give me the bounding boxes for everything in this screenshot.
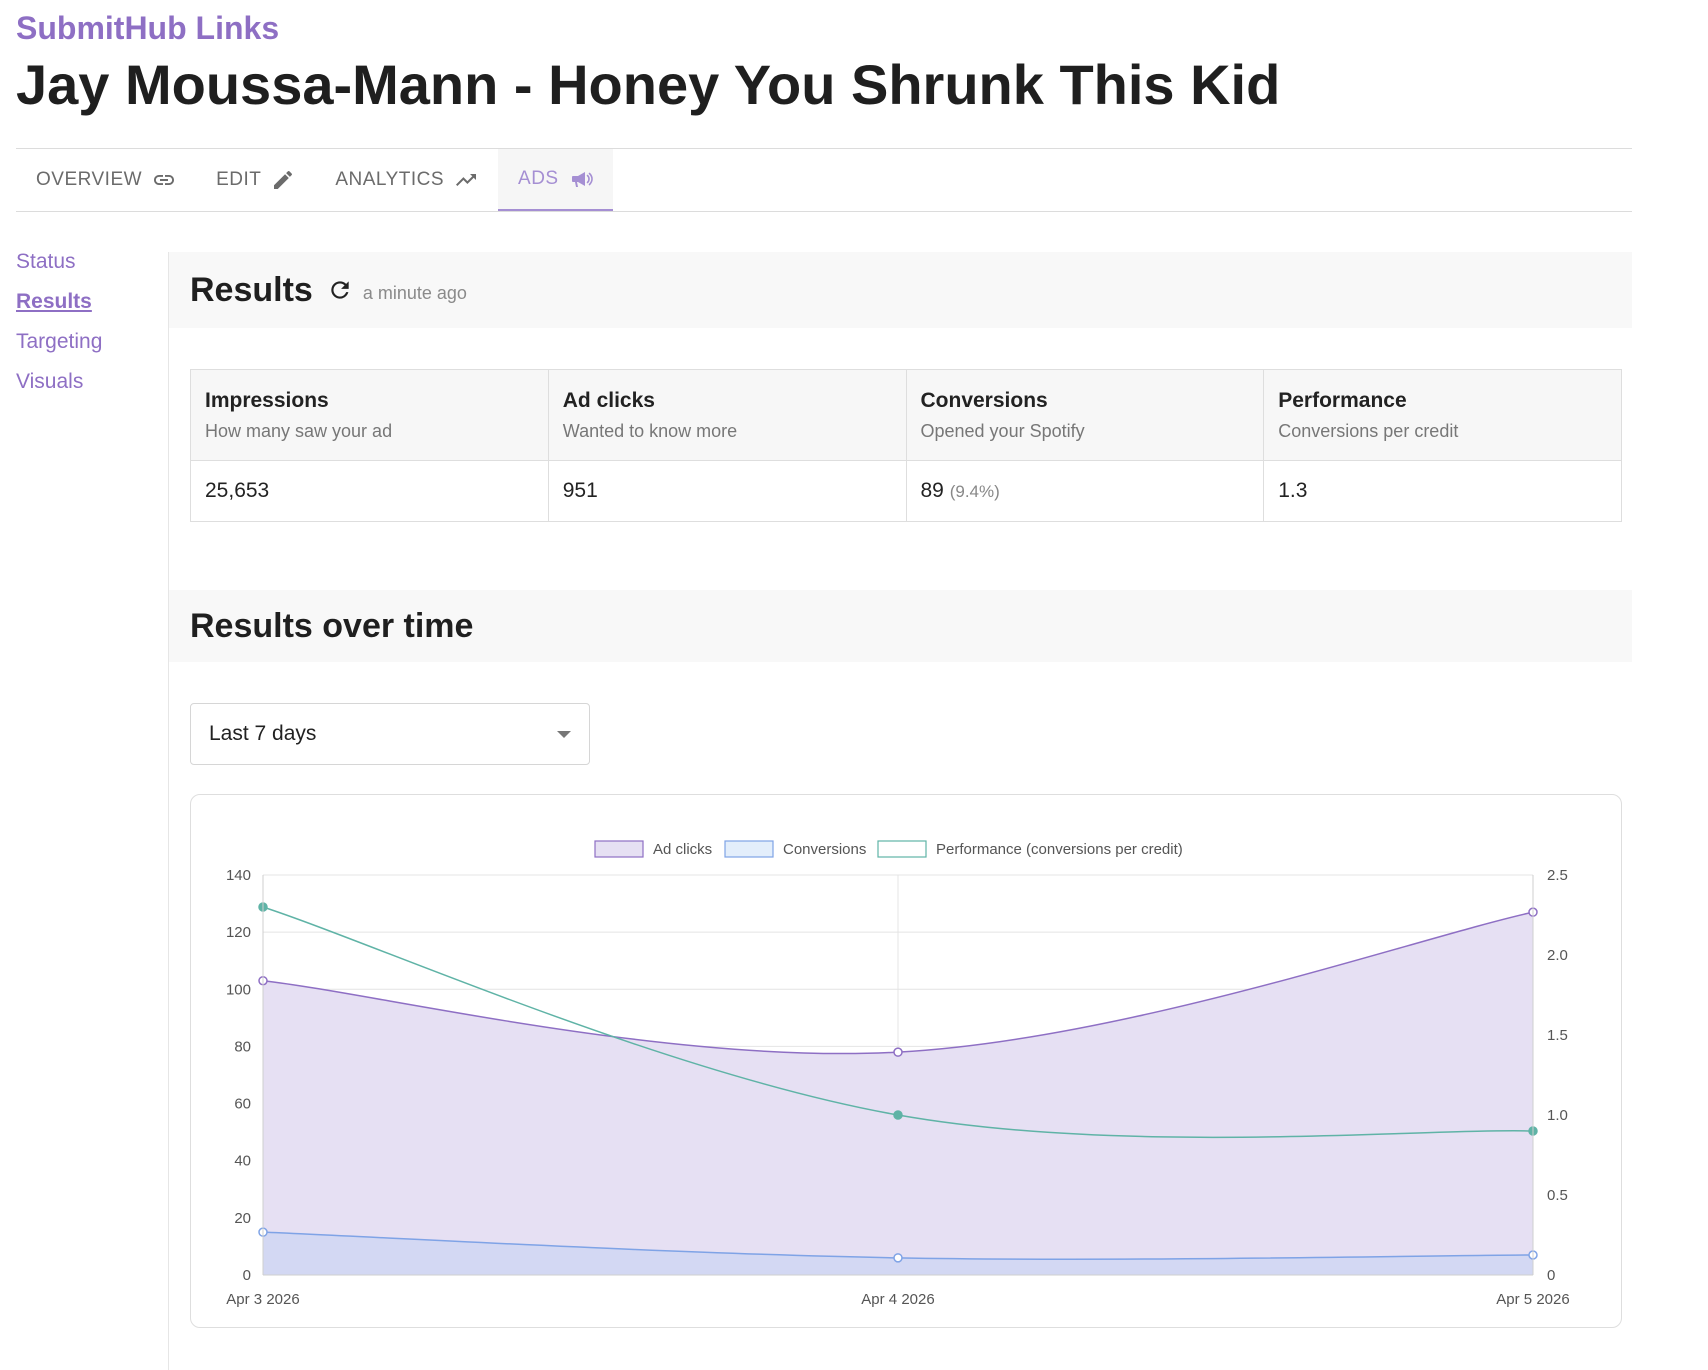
conversion-rate: (9.4%) [949, 482, 1000, 501]
x-tick-label: Apr 3 2026 [226, 1291, 299, 1308]
stat-ad-clicks-value: 951 [547, 460, 907, 522]
stat-subtitle: Opened your Spotify [920, 420, 1085, 441]
results-chart: 0 20 40 60 80 100 120 140 0 0.5 1.0 1.5 2.0 2.5 Apr 3 … [226, 840, 1570, 1308]
refresh-icon[interactable] [327, 277, 353, 303]
tab-analytics[interactable]: ANALYTICS [315, 149, 498, 211]
tab-edit[interactable]: EDIT [196, 149, 315, 211]
stat-impressions-header: Impressions How many saw your ad [190, 369, 549, 461]
chevron-down-icon [557, 730, 571, 738]
results-header: Results a minute ago [169, 252, 1632, 328]
stat-conversions-header: Conversions Opened your Spotify [905, 369, 1265, 461]
conversions-point [893, 1253, 903, 1263]
legend-swatch [594, 840, 644, 858]
y-right-tick-label: 1.5 [1547, 1027, 1568, 1044]
tab-overview[interactable]: OVERVIEW [16, 149, 196, 211]
stats-header-row: Impressions How many saw your ad Ad clic… [190, 369, 1622, 461]
page-title: Jay Moussa-Mann - Honey You Shrunk This … [16, 53, 1281, 116]
link-icon [154, 175, 175, 185]
legend-swatch [877, 840, 927, 858]
stat-ad-clicks-header: Ad clicks Wanted to know more [547, 369, 907, 461]
y-left-tick-label: 20 [234, 1210, 251, 1227]
stat-value: 89 [920, 479, 944, 502]
sidebar-item-visuals[interactable]: Visuals [16, 370, 84, 393]
y-right-tick-label: 0 [1547, 1267, 1555, 1284]
y-left-tick-label: 140 [226, 867, 251, 884]
ad-clicks-point [893, 1047, 903, 1057]
pencil-icon [274, 170, 293, 189]
stat-title: Performance [1278, 388, 1407, 412]
stat-impressions-value: 25,653 [190, 460, 549, 522]
x-tick-label: Apr 5 2026 [1496, 1291, 1569, 1308]
brand-title[interactable]: SubmitHub Links [16, 10, 280, 46]
legend-label: Performance (conversions per credit) [936, 841, 1183, 858]
y-left-tick-label: 100 [226, 981, 251, 998]
y-left-tick-label: 120 [226, 924, 251, 941]
y-right-tick-label: 0.5 [1547, 1187, 1568, 1204]
stat-subtitle: Conversions per credit [1278, 420, 1459, 441]
y-left-tick-label: 80 [234, 1038, 251, 1055]
content-divider [168, 252, 169, 1370]
results-heading: Results [190, 270, 313, 309]
main-tabs: OVERVIEW EDIT ANALYTICS ADS [16, 148, 1632, 212]
results-over-time-heading: Results over time [190, 606, 474, 645]
stat-title: Impressions [205, 388, 329, 412]
stat-conversions-value: 89 (9.4%) [905, 460, 1265, 522]
sidebar-item-results[interactable]: Results [16, 290, 92, 313]
stats-value-row: 25,653 951 89 (9.4%) 1.3 [190, 460, 1622, 522]
y-left-tick-label: 40 [234, 1153, 251, 1170]
results-chart-card: 0 20 40 60 80 100 120 140 0 0.5 1.0 1.5 2.0 2.5 Apr 3 … [190, 794, 1622, 1328]
y-right-tick-label: 2.5 [1547, 867, 1568, 884]
trending-up-icon [456, 174, 477, 186]
stat-title: Ad clicks [562, 388, 655, 412]
ad-clicks-area [263, 912, 1533, 1275]
results-stats-table: Impressions How many saw your ad Ad clic… [190, 369, 1622, 522]
tab-ads[interactable]: ADS [498, 149, 613, 211]
y-left-tick-label: 60 [234, 1096, 251, 1113]
stat-value: 951 [562, 479, 598, 502]
legend-swatch [724, 840, 774, 858]
sidebar-item-status[interactable]: Status [16, 250, 76, 273]
last-updated: a minute ago [362, 282, 467, 303]
stat-title: Conversions [920, 388, 1048, 412]
y-right-tick-label: 2.0 [1547, 947, 1568, 964]
y-right-tick-label: 1.0 [1547, 1107, 1568, 1124]
performance-point [893, 1110, 903, 1120]
legend-label: Ad clicks [653, 841, 712, 858]
legend-label: Conversions [783, 841, 866, 858]
sidebar-item-targeting[interactable]: Targeting [16, 330, 103, 353]
stat-value: 1.3 [1278, 479, 1308, 502]
date-range-value: Last 7 days [209, 722, 317, 745]
stat-performance-value: 1.3 [1263, 460, 1622, 522]
results-over-time-header: Results over time [169, 590, 1632, 662]
stat-value: 25,653 [205, 479, 270, 502]
stat-performance-header: Performance Conversions per credit [1263, 369, 1622, 461]
stat-subtitle: How many saw your ad [205, 420, 393, 441]
megaphone-icon [571, 172, 593, 187]
tab-ads-label: ADS [518, 168, 559, 189]
side-navigation: Status Results Targeting Visuals [16, 250, 102, 410]
stat-subtitle: Wanted to know more [562, 420, 738, 441]
x-tick-label: Apr 4 2026 [861, 1291, 934, 1308]
tab-overview-label: OVERVIEW [36, 169, 143, 190]
tab-edit-label: EDIT [216, 169, 262, 190]
y-left-tick-label: 0 [243, 1267, 251, 1284]
date-range-select[interactable]: Last 7 days [190, 703, 590, 765]
conversions-area [263, 1232, 1533, 1275]
tab-analytics-label: ANALYTICS [335, 169, 445, 190]
